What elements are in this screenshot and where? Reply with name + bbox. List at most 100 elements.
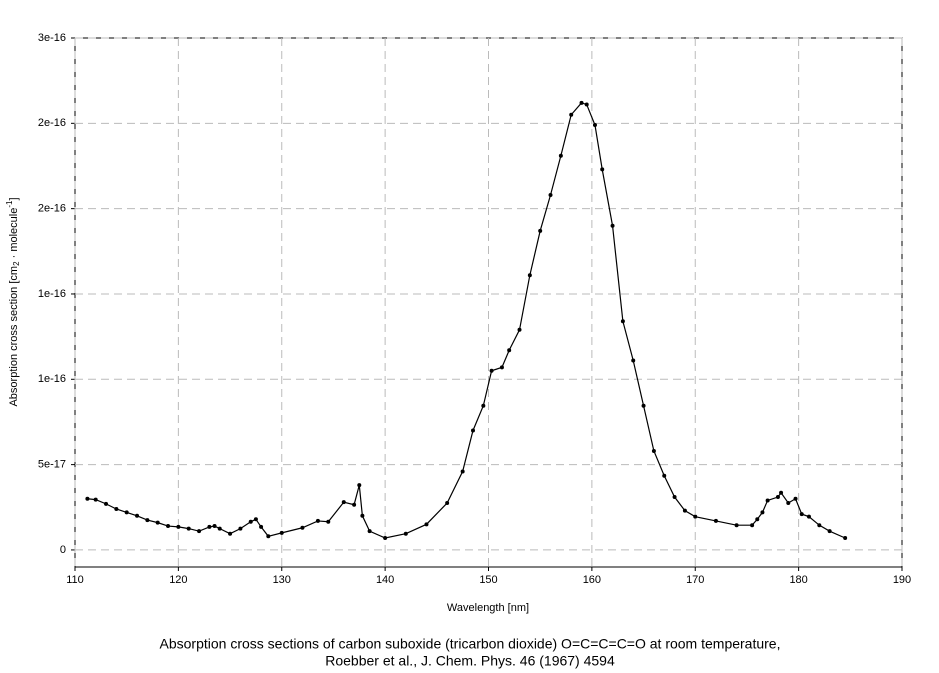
x-tick-label: 110 bbox=[66, 574, 84, 586]
data-point bbox=[114, 506, 119, 511]
data-point bbox=[734, 523, 739, 528]
data-point bbox=[135, 513, 140, 518]
x-tick-label: 120 bbox=[169, 574, 187, 586]
y-title-sup: -1 bbox=[5, 200, 14, 208]
data-point bbox=[817, 523, 822, 528]
data-point bbox=[755, 517, 760, 522]
data-point bbox=[760, 510, 765, 515]
y-tick-label: 3e-16 bbox=[38, 32, 66, 44]
y-tick-label: 1e-16 bbox=[38, 373, 66, 385]
data-point bbox=[266, 534, 271, 539]
data-point bbox=[155, 520, 160, 525]
data-point bbox=[779, 490, 784, 495]
data-point bbox=[662, 473, 667, 478]
data-point bbox=[85, 496, 90, 501]
data-point bbox=[538, 228, 543, 233]
data-point bbox=[460, 469, 465, 474]
data-point bbox=[315, 518, 320, 523]
data-point bbox=[579, 100, 584, 105]
x-tick-label: 150 bbox=[479, 574, 497, 586]
data-point bbox=[352, 502, 357, 507]
data-point bbox=[548, 192, 553, 197]
data-point bbox=[775, 495, 780, 500]
y-axis-title: Absorption cross section [cm2 · molecule… bbox=[5, 197, 21, 406]
data-point bbox=[357, 483, 362, 488]
x-tick-label: 180 bbox=[789, 574, 807, 586]
data-point bbox=[197, 529, 202, 534]
data-point bbox=[713, 518, 718, 523]
data-point bbox=[610, 223, 615, 228]
data-point bbox=[592, 123, 597, 128]
data-point bbox=[527, 273, 532, 278]
data-point bbox=[238, 526, 243, 531]
caption-line: Absorption cross sections of carbon subo… bbox=[160, 636, 781, 652]
data-point bbox=[786, 501, 791, 506]
data-point bbox=[104, 501, 109, 506]
data-point bbox=[166, 524, 171, 529]
data-point bbox=[682, 508, 687, 513]
data-point bbox=[765, 498, 770, 503]
data-point bbox=[341, 500, 346, 505]
data-point bbox=[517, 327, 522, 332]
y-tick-label: 5e-17 bbox=[38, 459, 66, 471]
data-line bbox=[87, 102, 846, 539]
x-axis-title: Wavelength [nm] bbox=[447, 602, 529, 614]
data-point bbox=[827, 529, 832, 534]
x-tick-label: 190 bbox=[893, 574, 911, 586]
data-point bbox=[750, 523, 755, 528]
data-point bbox=[507, 348, 512, 353]
data-point bbox=[253, 517, 258, 522]
data-point bbox=[360, 513, 365, 518]
data-point bbox=[300, 525, 305, 530]
y-tick-label: 1e-16 bbox=[38, 288, 66, 300]
data-point bbox=[383, 535, 388, 540]
y-title-part: ] bbox=[8, 197, 20, 200]
data-point bbox=[228, 531, 233, 536]
data-point bbox=[489, 368, 494, 373]
data-point bbox=[445, 501, 450, 506]
x-tick-label: 170 bbox=[686, 574, 704, 586]
data-point bbox=[651, 448, 656, 453]
x-tick-label: 140 bbox=[376, 574, 394, 586]
data-point bbox=[843, 535, 848, 540]
data-point bbox=[631, 358, 636, 363]
data-point bbox=[145, 518, 150, 523]
y-tick-label: 2e-16 bbox=[38, 203, 66, 215]
y-title-part: Absorption cross section [cm bbox=[8, 266, 20, 407]
x-tick-label: 160 bbox=[583, 574, 601, 586]
data-point bbox=[207, 524, 212, 529]
data-point bbox=[799, 512, 804, 517]
data-point bbox=[212, 524, 217, 529]
data-point bbox=[279, 530, 284, 535]
y-tick-label: 2e-16 bbox=[38, 117, 66, 129]
data-point bbox=[403, 531, 408, 536]
data-point bbox=[672, 495, 677, 500]
data-point bbox=[248, 519, 253, 524]
data-point bbox=[600, 167, 605, 172]
y-tick-label: 0 bbox=[60, 544, 66, 556]
data-point bbox=[793, 496, 798, 501]
data-point bbox=[124, 510, 129, 515]
data-point bbox=[499, 365, 504, 370]
data-point bbox=[176, 524, 181, 529]
data-point bbox=[424, 522, 429, 527]
data-point bbox=[259, 524, 264, 529]
data-point bbox=[93, 497, 98, 502]
data-point bbox=[217, 526, 222, 531]
data-point bbox=[186, 526, 191, 531]
data-point bbox=[584, 102, 589, 107]
y-title-sub: 2 bbox=[12, 261, 21, 266]
data-point bbox=[481, 403, 486, 408]
data-point bbox=[558, 153, 563, 158]
data-point bbox=[326, 519, 331, 524]
data-point bbox=[641, 403, 646, 408]
data-point bbox=[569, 112, 574, 117]
data-point bbox=[693, 514, 698, 519]
data-point bbox=[367, 529, 372, 534]
y-title-part: · molecule bbox=[8, 208, 20, 262]
x-tick-label: 130 bbox=[273, 574, 291, 586]
caption-line: Roebber et al., J. Chem. Phys. 46 (1967)… bbox=[325, 653, 615, 669]
data-point bbox=[470, 428, 475, 433]
data-point bbox=[806, 514, 811, 519]
